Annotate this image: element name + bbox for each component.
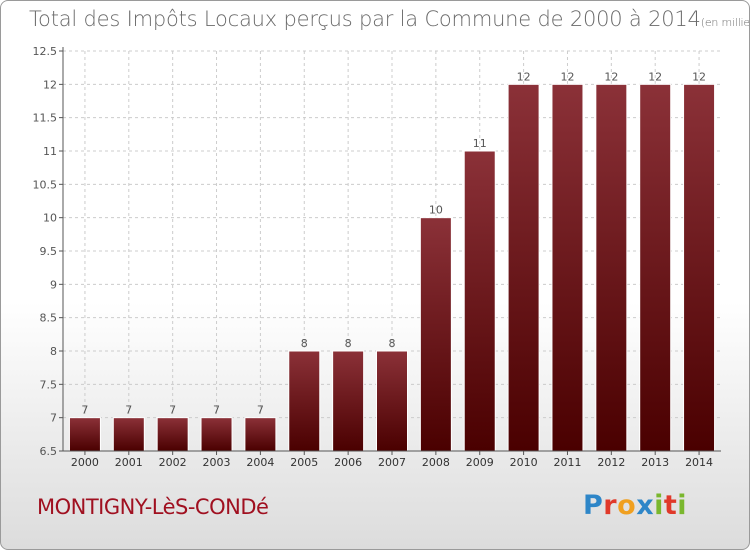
data-label: 12 <box>517 70 531 83</box>
y-tick-label: 7 <box>50 412 57 425</box>
chart-unit: (en milliers d'€) <box>700 16 750 29</box>
labels: 6.5 7 7.5 8 8.5 9 9.5 10 10.5 11 11.5 12 12.5 7 2000 7 2… <box>33 45 714 469</box>
data-label: 12 <box>560 70 574 83</box>
bar <box>288 350 321 452</box>
x-tick-label: 2009 <box>466 456 494 469</box>
bar <box>551 83 584 452</box>
data-label: 7 <box>81 404 88 417</box>
chart-title-text: Total des Impôts Locaux perçus par la Co… <box>29 7 701 31</box>
y-tick-label: 8 <box>50 345 57 358</box>
chart-title: Total des Impôts Locaux perçus par la Co… <box>29 7 750 31</box>
data-label: 12 <box>648 70 662 83</box>
y-tick-label: 9 <box>50 278 57 291</box>
y-tick-label: 10.5 <box>33 178 58 191</box>
data-label: 8 <box>301 337 308 350</box>
bar <box>156 417 189 452</box>
bar <box>68 417 101 452</box>
bar <box>595 83 628 452</box>
y-tick-label: 11.5 <box>33 112 58 125</box>
logo-letter: r <box>603 490 618 521</box>
x-tick-label: 2011 <box>553 456 581 469</box>
y-tick-label: 6.5 <box>40 445 58 458</box>
y-tick-label: 12 <box>43 78 57 91</box>
y-tick-label: 11 <box>43 145 57 158</box>
x-tick-label: 2008 <box>422 456 450 469</box>
x-tick-label: 2002 <box>159 456 187 469</box>
data-label: 7 <box>213 404 220 417</box>
commune-name: MONTIGNY-LèS-CONDé <box>37 495 269 519</box>
x-tick-label: 2012 <box>597 456 625 469</box>
proxiti-logo[interactable]: Proxiti <box>583 490 687 521</box>
y-tick-label: 9.5 <box>40 245 58 258</box>
y-tick-label: 8.5 <box>40 312 58 325</box>
logo-letter: t <box>663 490 678 521</box>
x-tick-label: 2007 <box>378 456 406 469</box>
logo-letter: x <box>636 490 655 521</box>
bar <box>507 83 540 452</box>
y-tick-label: 10 <box>43 212 57 225</box>
data-label: 7 <box>257 404 264 417</box>
data-label: 11 <box>473 137 487 150</box>
logo-letter: i <box>677 490 688 521</box>
x-tick-label: 2013 <box>641 456 669 469</box>
logo-letter: o <box>617 490 637 521</box>
x-tick-label: 2010 <box>510 456 538 469</box>
bar <box>683 83 716 452</box>
logo-letter: P <box>583 490 604 521</box>
x-tick-label: 2003 <box>203 456 231 469</box>
data-label: 8 <box>345 337 352 350</box>
x-tick-label: 2014 <box>685 456 713 469</box>
bar <box>639 83 672 452</box>
axes <box>59 47 721 455</box>
x-tick-label: 2006 <box>334 456 362 469</box>
bar <box>376 350 408 452</box>
bar <box>332 350 365 452</box>
data-label: 12 <box>604 70 618 83</box>
bars <box>68 83 716 452</box>
x-tick-label: 2005 <box>290 456 318 469</box>
bar <box>244 417 277 452</box>
data-label: 7 <box>125 404 132 417</box>
logo-letter: i <box>654 490 664 521</box>
x-tick-label: 2001 <box>115 456 143 469</box>
bar <box>200 417 233 452</box>
y-tick-label: 12.5 <box>33 45 58 58</box>
bar <box>112 417 145 452</box>
bar <box>419 217 452 452</box>
data-label: 12 <box>692 70 706 83</box>
data-label: 10 <box>429 204 443 217</box>
y-tick-label: 7.5 <box>40 378 58 391</box>
data-label: 7 <box>169 404 176 417</box>
data-label: 8 <box>389 337 396 350</box>
x-tick-label: 2004 <box>246 456 274 469</box>
x-tick-label: 2000 <box>71 456 99 469</box>
bar <box>463 150 496 452</box>
